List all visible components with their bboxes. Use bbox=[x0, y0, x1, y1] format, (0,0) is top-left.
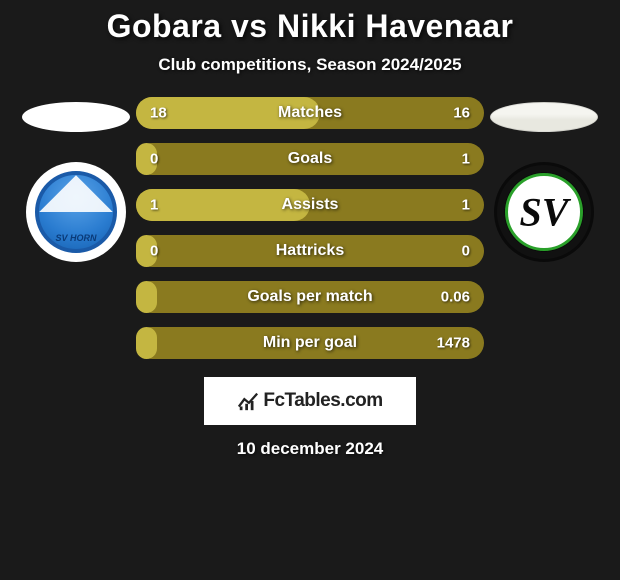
left-club-badge: SV HORN bbox=[26, 162, 126, 262]
stats-bars: 1816Matches 01Goals 11Assists 00Hattricks 0.… bbox=[136, 97, 484, 359]
right-club-badge-text: SV bbox=[520, 189, 569, 236]
left-flag-icon bbox=[22, 102, 130, 132]
brand-box: FcTables.com bbox=[204, 377, 416, 425]
stat-label: Matches bbox=[136, 104, 484, 122]
right-player-col: SV bbox=[484, 97, 604, 262]
stat-label: Hattricks bbox=[136, 242, 484, 260]
stat-bar: 0.06Goals per match bbox=[136, 281, 484, 313]
comparison-infographic: Gobara vs Nikki Havenaar Club competitio… bbox=[0, 0, 620, 580]
brand-text: FcTables.com bbox=[263, 390, 382, 412]
date-line: 10 december 2024 bbox=[0, 439, 620, 459]
main-row: SV HORN 1816Matches 01Goals 11Assists 00Hat… bbox=[0, 97, 620, 359]
stat-bar: 00Hattricks bbox=[136, 235, 484, 267]
right-flag-icon bbox=[490, 102, 598, 132]
stat-label: Goals per match bbox=[136, 288, 484, 306]
right-club-badge: SV bbox=[494, 162, 594, 262]
stat-bar: 11Assists bbox=[136, 189, 484, 221]
stat-bar: 1478Min per goal bbox=[136, 327, 484, 359]
left-player-col: SV HORN bbox=[16, 97, 136, 262]
stat-label: Min per goal bbox=[136, 334, 484, 352]
stat-bar: 1816Matches bbox=[136, 97, 484, 129]
subtitle: Club competitions, Season 2024/2025 bbox=[0, 55, 620, 75]
stat-bar: 01Goals bbox=[136, 143, 484, 175]
brand-chart-icon bbox=[237, 390, 259, 412]
left-club-badge-text: SV HORN bbox=[39, 233, 113, 243]
stat-label: Assists bbox=[136, 196, 484, 214]
stat-label: Goals bbox=[136, 150, 484, 168]
page-title: Gobara vs Nikki Havenaar bbox=[0, 8, 620, 45]
